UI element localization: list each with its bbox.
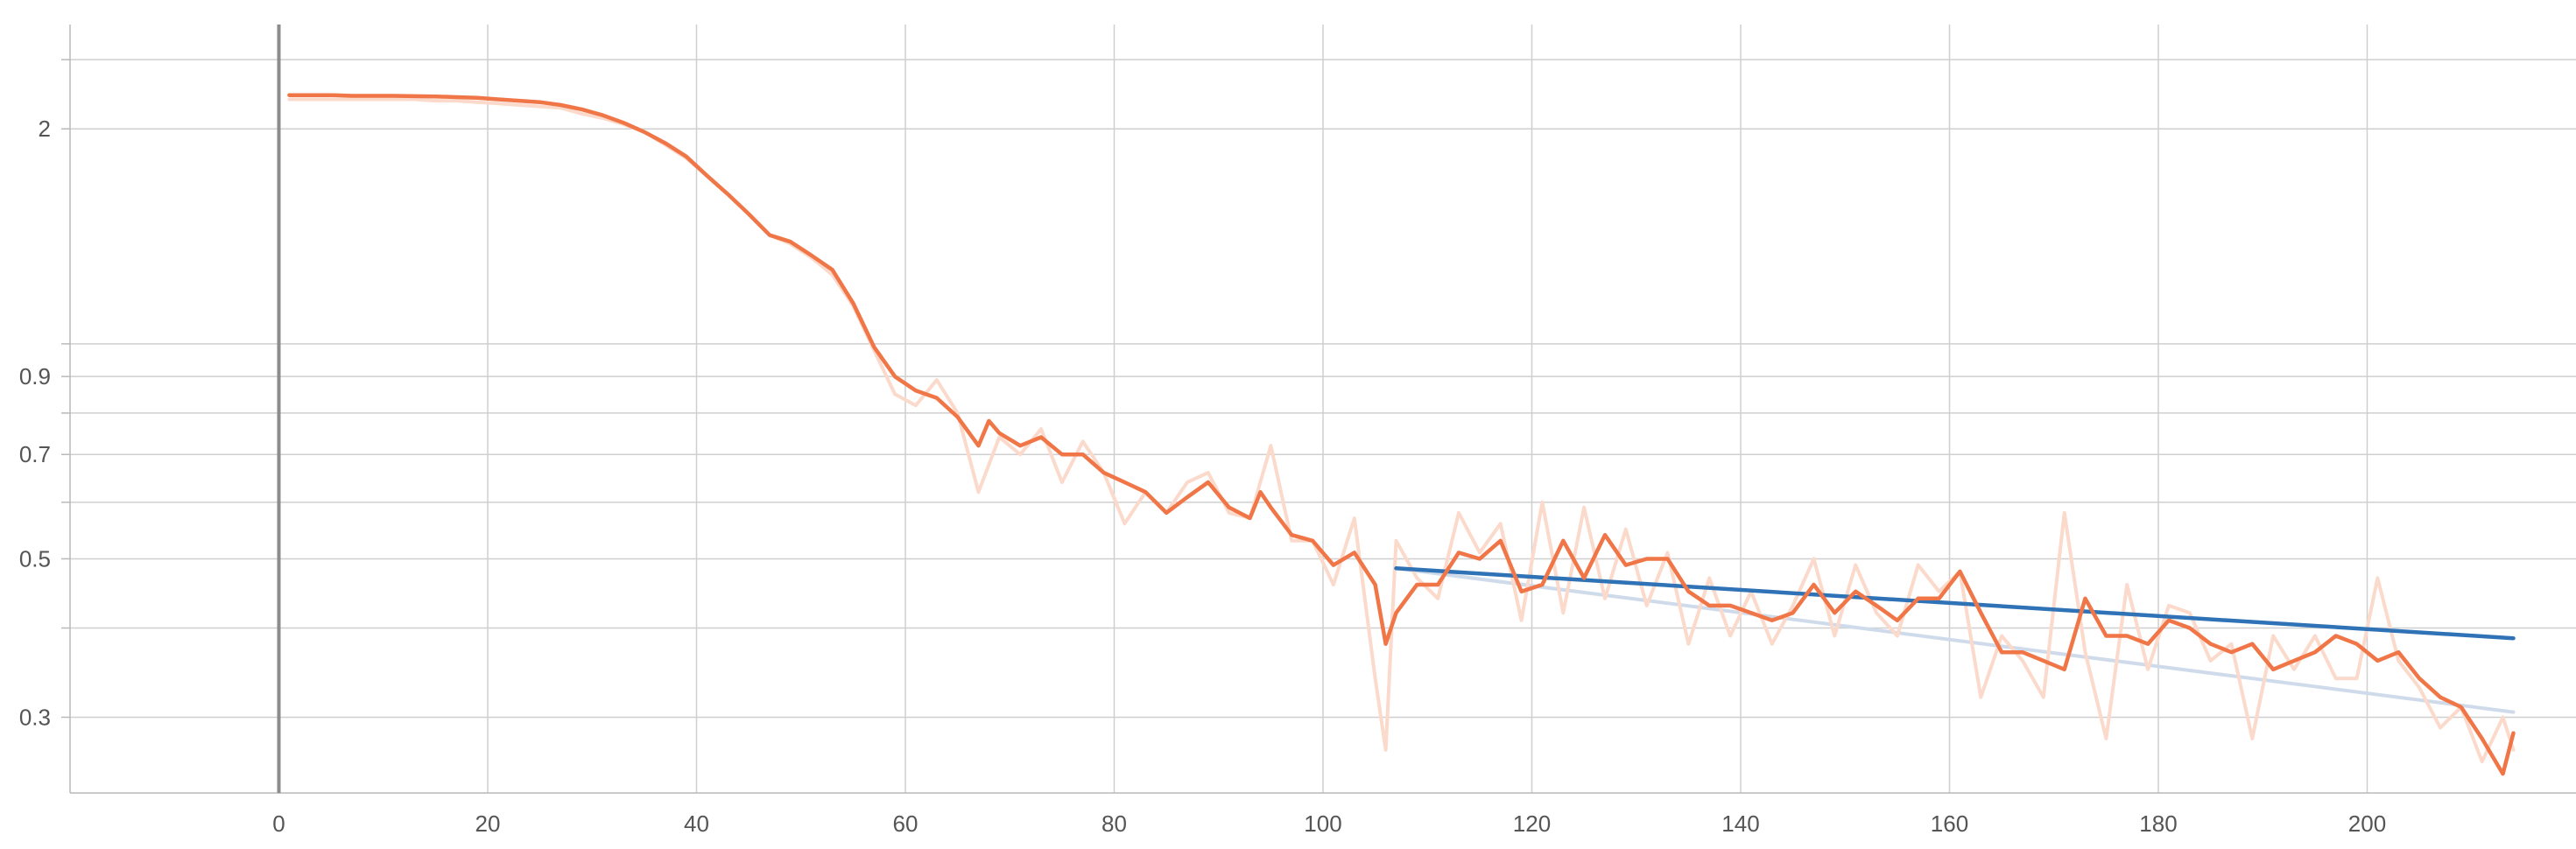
y-tick-label: 2: [39, 116, 51, 142]
y-tick-label: 0.7: [19, 441, 51, 467]
x-gridlines: [278, 25, 2368, 793]
x-tick-labels: 0 20 40 60 80 100 120 140 160 180 200: [272, 810, 2386, 837]
y-tick-label: 0.9: [19, 363, 51, 389]
x-tick-label: 200: [2348, 810, 2386, 837]
x-tick-label: 0: [272, 810, 285, 837]
x-tick-label: 140: [1721, 810, 1759, 837]
x-tick-label: 100: [1304, 810, 1341, 837]
y-tick-marks: [61, 59, 70, 719]
y-tick-label: 0.5: [19, 545, 51, 572]
series-loss-smoothed: [287, 93, 2516, 776]
x-tick-label: 20: [475, 810, 501, 837]
series-trend-raw: [1394, 566, 2516, 714]
y-tick-labels: 2 0.9 0.7 0.5 0.3: [19, 116, 51, 730]
y-tick-label: 0.3: [19, 704, 51, 730]
x-tick-label: 160: [1931, 810, 1968, 837]
series-lines: [287, 93, 2516, 776]
series-trend-smoothed: [1394, 566, 2516, 641]
y-gridlines: [70, 59, 2576, 719]
x-tick-label: 40: [684, 810, 709, 837]
x-tick-label: 60: [893, 810, 918, 837]
x-tick-label: 180: [2139, 810, 2177, 837]
x-tick-label: 120: [1513, 810, 1551, 837]
series-loss-raw: [287, 97, 2516, 764]
x-tick-label: 80: [1101, 810, 1127, 837]
